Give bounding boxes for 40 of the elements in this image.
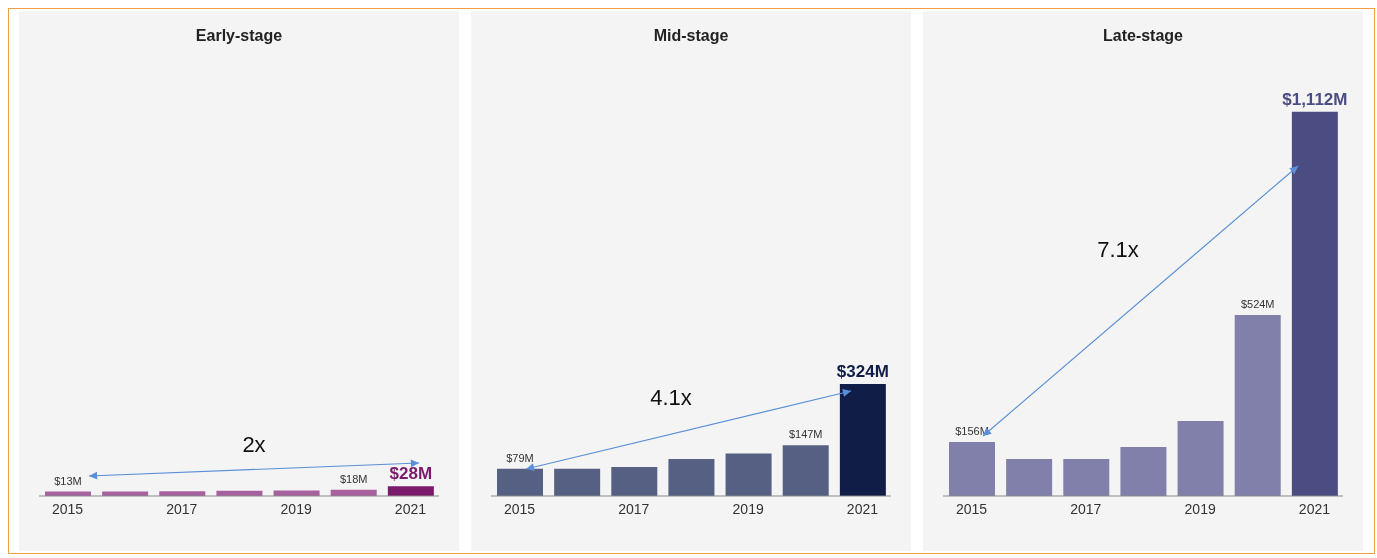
data-label: $18M bbox=[339, 472, 368, 485]
bar bbox=[1063, 459, 1110, 496]
data-label: $324M bbox=[836, 362, 889, 382]
bar bbox=[839, 384, 886, 496]
chart-title: Early-stage bbox=[194, 26, 284, 46]
chart-title: Late-stage bbox=[1102, 26, 1184, 46]
bar bbox=[725, 453, 772, 496]
bar bbox=[949, 442, 995, 496]
x-tick-label: 2015 bbox=[51, 500, 84, 517]
data-label: $524M bbox=[1240, 297, 1275, 310]
bar bbox=[1177, 421, 1224, 496]
bar bbox=[668, 459, 715, 496]
data-label: $147M bbox=[788, 428, 823, 441]
x-tick-label: 2019 bbox=[732, 500, 764, 517]
annotation: 7.1x bbox=[1096, 237, 1140, 263]
bar bbox=[1291, 111, 1338, 496]
bar bbox=[782, 445, 829, 496]
x-tick-label: 2017 bbox=[618, 500, 650, 517]
x-tick-label: 2021 bbox=[394, 500, 427, 517]
x-tick-label: 2021 bbox=[846, 500, 879, 517]
bar bbox=[554, 468, 601, 496]
data-label: $79M bbox=[506, 451, 534, 464]
bar bbox=[611, 466, 658, 496]
bar bbox=[497, 468, 543, 496]
data-label: $1,112M bbox=[1282, 89, 1348, 109]
x-tick-label: 2021 bbox=[1298, 500, 1331, 517]
x-tick-label: 2019 bbox=[1184, 500, 1216, 517]
bar bbox=[1120, 446, 1167, 496]
x-tick-label: 2015 bbox=[503, 500, 536, 517]
chart-title: Mid-stage bbox=[652, 26, 730, 46]
x-tick-label: 2017 bbox=[166, 500, 198, 517]
data-label: $28M bbox=[389, 464, 433, 484]
x-tick-label: 2017 bbox=[1070, 500, 1102, 517]
annotation: 4.1x bbox=[649, 385, 693, 411]
data-label: $13M bbox=[54, 474, 82, 487]
bar bbox=[1234, 314, 1281, 496]
x-tick-label: 2015 bbox=[955, 500, 988, 517]
text: 2x bbox=[241, 432, 267, 458]
x-tick-label: 2019 bbox=[280, 500, 312, 517]
bar bbox=[1006, 459, 1053, 496]
